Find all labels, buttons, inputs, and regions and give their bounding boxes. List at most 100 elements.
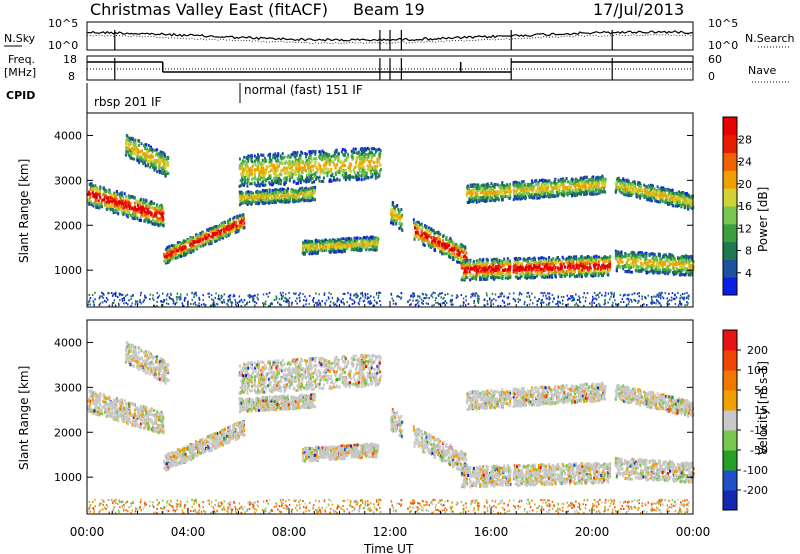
power-cell: [554, 194, 557, 198]
power-cell: [506, 268, 509, 272]
power-cell: [368, 248, 371, 252]
power-cell: [448, 244, 450, 248]
power-cell: [97, 199, 100, 203]
power-cell: [545, 275, 547, 279]
power-cell: [467, 266, 470, 270]
power-cell: [297, 199, 300, 203]
power-cell: [144, 159, 147, 163]
power-cell: [273, 200, 276, 204]
power-cell: [520, 194, 523, 197]
power-cell: [175, 249, 178, 253]
power-cell: [238, 219, 241, 223]
power-cell: [139, 215, 142, 219]
power-cell: [483, 269, 486, 273]
power-cell: [195, 245, 198, 249]
power-cell: [120, 193, 123, 197]
power-cell: [522, 258, 525, 262]
noise-left-tick-high: 10^5: [48, 17, 78, 30]
power-cell: [140, 218, 142, 222]
power-cell: [345, 241, 348, 245]
power-cell: [503, 190, 506, 194]
power-cell: [499, 192, 502, 196]
power-cell: [117, 200, 120, 204]
power-cell: [168, 250, 171, 254]
power-cell: [375, 245, 378, 249]
power-cell: [505, 273, 508, 276]
power-cell: [348, 240, 351, 244]
power-cell: [128, 147, 131, 151]
power-cell: [471, 267, 474, 271]
power-cell: [457, 253, 460, 257]
noise-traces: [86, 30, 694, 50]
power-cell: [644, 190, 647, 194]
power-cell: [104, 203, 107, 207]
power-cell: [669, 192, 672, 196]
power-cell: [106, 195, 109, 199]
power-cell: [500, 263, 503, 267]
power-cell: [524, 197, 527, 201]
power-cell: [238, 214, 241, 218]
power-cell: [532, 191, 535, 195]
power-cell: [578, 192, 581, 196]
power-cell: [582, 269, 585, 273]
power-cell: [498, 185, 501, 189]
power-cell: [192, 243, 195, 247]
power-cell: [236, 215, 239, 219]
power-cell: [193, 245, 196, 249]
power-cell: [139, 154, 142, 158]
power-cell: [347, 236, 350, 240]
power-cell: [535, 261, 538, 265]
power-cell: [102, 186, 105, 190]
power-cell: [533, 179, 536, 183]
freq-label-line2: [MHz]: [4, 66, 36, 79]
power-cell: [307, 195, 310, 199]
power-cell: [591, 261, 593, 264]
power-cell: [309, 249, 312, 253]
power-cell: [416, 230, 419, 234]
power-cell: [201, 241, 204, 245]
power-cell: [540, 178, 543, 182]
power-cell: [554, 182, 557, 186]
power-cell: [643, 194, 646, 198]
power-cell: [438, 240, 441, 244]
power-cell: [540, 256, 543, 260]
power-cell: [622, 177, 625, 181]
power-cell: [365, 236, 368, 240]
power-cell: [113, 205, 116, 208]
nsky-label: N.Sky: [4, 32, 36, 45]
power-cell: [571, 258, 574, 262]
power-cell: [156, 148, 159, 152]
power-cell: [225, 230, 228, 234]
power-cell: [165, 257, 168, 261]
power-cell: [146, 206, 149, 209]
power-cell: [521, 272, 524, 276]
power-cell: [219, 235, 222, 239]
power-cell: [123, 206, 126, 210]
power-cell: [454, 243, 457, 247]
power-cell: [364, 245, 367, 249]
power-cell: [227, 233, 230, 237]
power-cell: [597, 176, 600, 180]
power-cell: [486, 271, 489, 275]
power-cell: [622, 187, 624, 191]
power-cell: [156, 203, 158, 207]
power-cell: [155, 206, 158, 209]
power-cell: [521, 196, 524, 200]
power-cell: [525, 187, 528, 190]
power-cell: [92, 184, 94, 188]
power-cell: [239, 199, 242, 203]
power-cell: [165, 170, 168, 174]
power-cell: [228, 220, 231, 224]
power-cell: [568, 267, 571, 271]
power-cell: [88, 192, 91, 196]
power-cell: [595, 263, 598, 267]
power-cell: [466, 194, 469, 198]
power-cell: [152, 163, 155, 167]
power-cell: [614, 182, 617, 186]
power-cell: [111, 200, 114, 204]
power-cell: [603, 189, 606, 193]
power-cell: [121, 202, 124, 206]
power-cell: [124, 209, 127, 213]
power-cell: [583, 175, 586, 179]
power-cell: [134, 206, 137, 210]
